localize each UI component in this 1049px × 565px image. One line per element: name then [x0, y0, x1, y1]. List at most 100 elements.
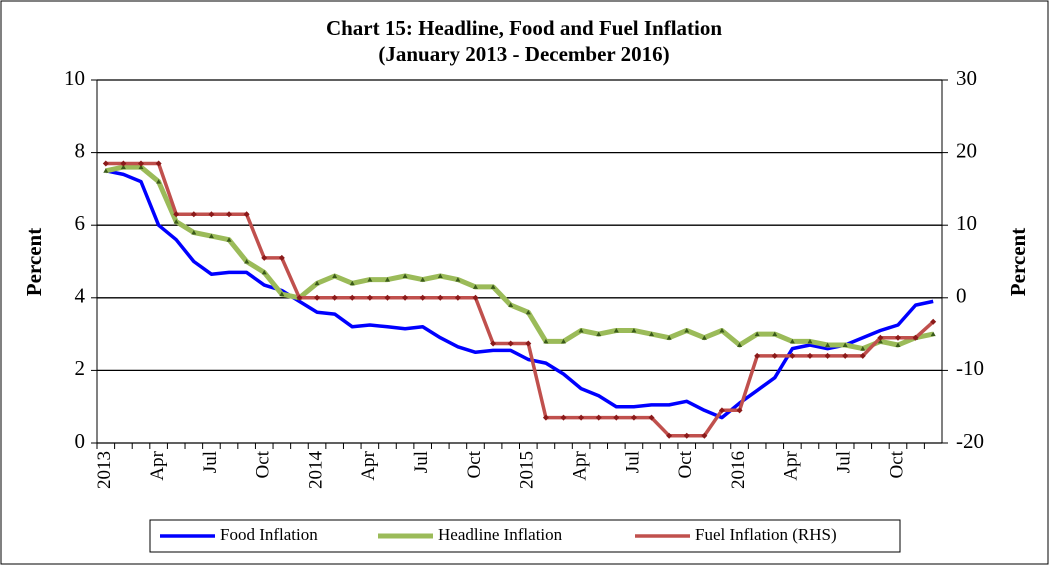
x-tick-label: Apr [781, 450, 802, 480]
y-tick-label: 2 [75, 356, 86, 380]
point-marker [173, 219, 179, 224]
point-marker [490, 340, 497, 347]
point-marker [156, 179, 162, 184]
point-marker [701, 432, 708, 439]
point-marker [314, 294, 321, 301]
point-marker [102, 160, 109, 167]
point-marker [754, 352, 761, 359]
x-tick-label: 2015 [517, 451, 538, 489]
legend-label: Food Inflation [220, 525, 318, 544]
x-tick-label: Jul [200, 451, 221, 473]
point-marker [332, 273, 338, 279]
point-marker [860, 346, 866, 351]
point-marker [454, 294, 461, 301]
point-marker [349, 280, 355, 286]
point-marker [895, 342, 901, 347]
legend-box [149, 519, 901, 553]
point-marker [560, 414, 567, 421]
point-marker [807, 338, 813, 344]
point-marker [930, 331, 936, 337]
point-marker [279, 291, 285, 297]
point-marker [437, 294, 444, 301]
point-marker [578, 414, 585, 421]
y2-tick-label: 0 [956, 284, 967, 308]
y2-tick-label: 10 [956, 211, 977, 235]
point-marker [190, 211, 197, 218]
point-marker [138, 164, 144, 170]
point-marker [543, 338, 549, 344]
point-marker [191, 229, 197, 235]
point-marker [719, 327, 725, 333]
point-marker [261, 254, 268, 261]
point-marker [824, 352, 831, 359]
point-marker [420, 277, 426, 282]
point-marker [314, 280, 320, 286]
chart-title: Chart 15: Headline, Food and Fuel Inflat… [326, 16, 722, 40]
point-marker [437, 273, 443, 279]
point-marker [120, 160, 127, 167]
y2-tick-label: -10 [956, 356, 984, 380]
point-marker [138, 160, 145, 167]
point-marker [595, 414, 602, 421]
point-marker [366, 294, 373, 301]
point-marker [648, 414, 655, 421]
point-marker [384, 277, 390, 282]
point-marker [542, 414, 549, 421]
point-marker [261, 269, 267, 275]
x-tick-label: Apr [569, 450, 590, 480]
point-marker [120, 164, 126, 170]
point-marker [226, 211, 233, 218]
point-marker [402, 294, 409, 301]
point-marker [173, 211, 180, 218]
y2-axis-label: Percent [1006, 228, 1030, 296]
point-marker [806, 352, 813, 359]
point-marker [701, 335, 707, 340]
point-marker [155, 160, 162, 167]
point-marker [472, 294, 479, 301]
y-tick-label: 6 [75, 211, 86, 235]
x-tick-label: Oct [253, 450, 274, 478]
point-marker [754, 331, 760, 337]
point-marker [349, 294, 356, 301]
point-marker [367, 277, 373, 282]
point-marker [683, 432, 690, 439]
point-marker [630, 414, 637, 421]
y-axis-label: Percent [22, 228, 46, 296]
x-tick-label: Oct [675, 450, 696, 478]
point-marker [507, 340, 514, 347]
point-marker [912, 334, 919, 341]
x-tick-label: Jul [411, 451, 432, 473]
point-marker [666, 335, 672, 340]
point-marker [296, 294, 303, 301]
point-marker [103, 168, 109, 173]
chart-subtitle: (January 2013 - December 2016) [378, 42, 669, 66]
point-marker [278, 254, 285, 261]
point-marker [877, 338, 883, 344]
point-marker [490, 284, 496, 289]
legend-label: Headline Inflation [438, 525, 563, 544]
point-marker [649, 331, 655, 337]
point-marker [771, 352, 778, 359]
y2-tick-label: 20 [956, 138, 977, 162]
y-tick-label: 0 [75, 429, 86, 453]
x-tick-label: Jul [834, 451, 855, 473]
point-marker [737, 342, 743, 347]
x-tick-label: Apr [147, 450, 168, 480]
point-marker [842, 342, 848, 347]
point-marker [402, 273, 408, 279]
point-marker [789, 352, 796, 359]
point-marker [772, 331, 778, 337]
point-marker [877, 334, 884, 341]
point-marker [894, 334, 901, 341]
point-marker [525, 340, 532, 347]
series-line [105, 169, 934, 420]
point-marker [244, 259, 250, 264]
y-tick-label: 8 [75, 138, 86, 162]
point-marker [930, 318, 937, 325]
point-marker [718, 407, 725, 414]
point-marker [666, 432, 673, 439]
point-marker [613, 327, 619, 333]
point-marker [472, 284, 478, 289]
